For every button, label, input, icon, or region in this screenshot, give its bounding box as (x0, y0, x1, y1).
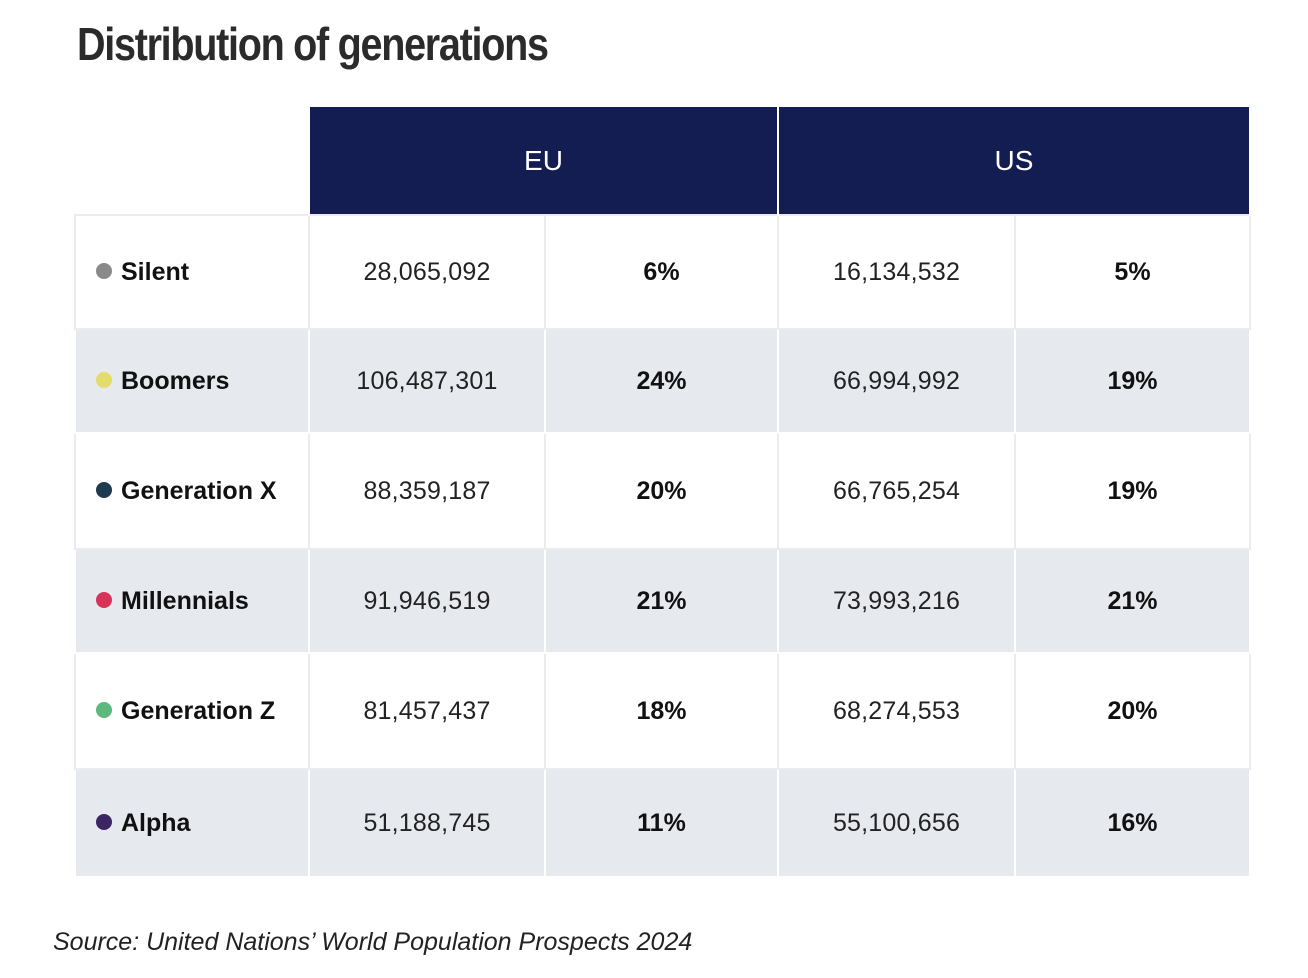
us-percent-cell: 19% (1014, 328, 1251, 434)
table-row: Generation X 88,359,187 20% 66,765,254 19% (74, 432, 1251, 550)
us-percent-cell: 21% (1014, 548, 1251, 654)
row-label-cell: Silent (74, 214, 310, 330)
us-count-cell: 73,993,216 (777, 548, 1016, 654)
row-label-cell: Millennials (74, 548, 310, 654)
row-label-cell: Generation Z (74, 652, 310, 770)
us-count-cell: 68,274,553 (777, 652, 1016, 770)
generation-label: Generation X (121, 476, 277, 505)
eu-count-cell: 88,359,187 (308, 432, 546, 550)
generation-label: Millennials (121, 586, 249, 615)
table-header: EU US (75, 107, 1251, 215)
us-count-cell: 55,100,656 (777, 768, 1016, 878)
eu-count-cell: 28,065,092 (308, 214, 546, 330)
eu-percent-cell: 18% (544, 652, 779, 770)
legend-dot-icon (96, 371, 112, 388)
legend-dot-icon (96, 701, 112, 718)
us-count-cell: 66,994,992 (777, 328, 1016, 434)
source-note: Source: United Nations’ World Population… (53, 928, 693, 956)
row-label-cell: Generation X (74, 432, 310, 550)
generation-label: Boomers (121, 366, 230, 395)
legend-dot-icon (96, 813, 112, 830)
row-label-cell: Boomers (74, 328, 310, 434)
header-us: US (777, 107, 1251, 215)
eu-count-cell: 81,457,437 (308, 652, 546, 770)
us-percent-cell: 19% (1014, 432, 1251, 550)
table-row: Boomers 106,487,301 24% 66,994,992 19% (74, 328, 1251, 434)
table-row: Alpha 51,188,745 11% 55,100,656 16% (74, 768, 1251, 878)
eu-percent-cell: 21% (544, 548, 779, 654)
us-percent-cell: 20% (1014, 652, 1251, 770)
header-row: EU US (75, 107, 1251, 215)
eu-percent-cell: 20% (544, 432, 779, 550)
us-percent-cell: 16% (1014, 768, 1251, 878)
generations-table-container: EU US Silent 28,065,092 6% 16,134,532 5% Boom… (74, 107, 1251, 878)
eu-percent-cell: 11% (544, 768, 779, 878)
table-row: Millennials 91,946,519 21% 73,993,216 21% (74, 548, 1251, 654)
eu-count-cell: 51,188,745 (308, 768, 546, 878)
table-body: Silent 28,065,092 6% 16,134,532 5% Boomers 106… (74, 214, 1251, 878)
header-eu: EU (308, 107, 779, 215)
page-title: Distribution of generations (77, 18, 549, 70)
eu-percent-cell: 24% (544, 328, 779, 434)
header-blank-cell (75, 107, 309, 215)
legend-dot-icon (96, 262, 112, 279)
generation-label: Alpha (121, 808, 191, 837)
generation-label: Silent (121, 257, 190, 286)
us-count-cell: 66,765,254 (777, 432, 1016, 550)
table-row: Silent 28,065,092 6% 16,134,532 5% (74, 214, 1251, 330)
generations-table: EU US Silent 28,065,092 6% 16,134,532 5% Boom… (74, 107, 1251, 878)
us-percent-cell: 5% (1014, 214, 1251, 330)
us-count-cell: 16,134,532 (777, 214, 1016, 330)
generation-label: Generation Z (121, 696, 276, 725)
table-row: Generation Z 81,457,437 18% 68,274,553 20% (74, 652, 1251, 770)
eu-count-cell: 91,946,519 (308, 548, 546, 654)
row-label-cell: Alpha (74, 768, 310, 878)
legend-dot-icon (96, 481, 112, 498)
eu-percent-cell: 6% (544, 214, 779, 330)
legend-dot-icon (96, 591, 112, 608)
eu-count-cell: 106,487,301 (308, 328, 546, 434)
